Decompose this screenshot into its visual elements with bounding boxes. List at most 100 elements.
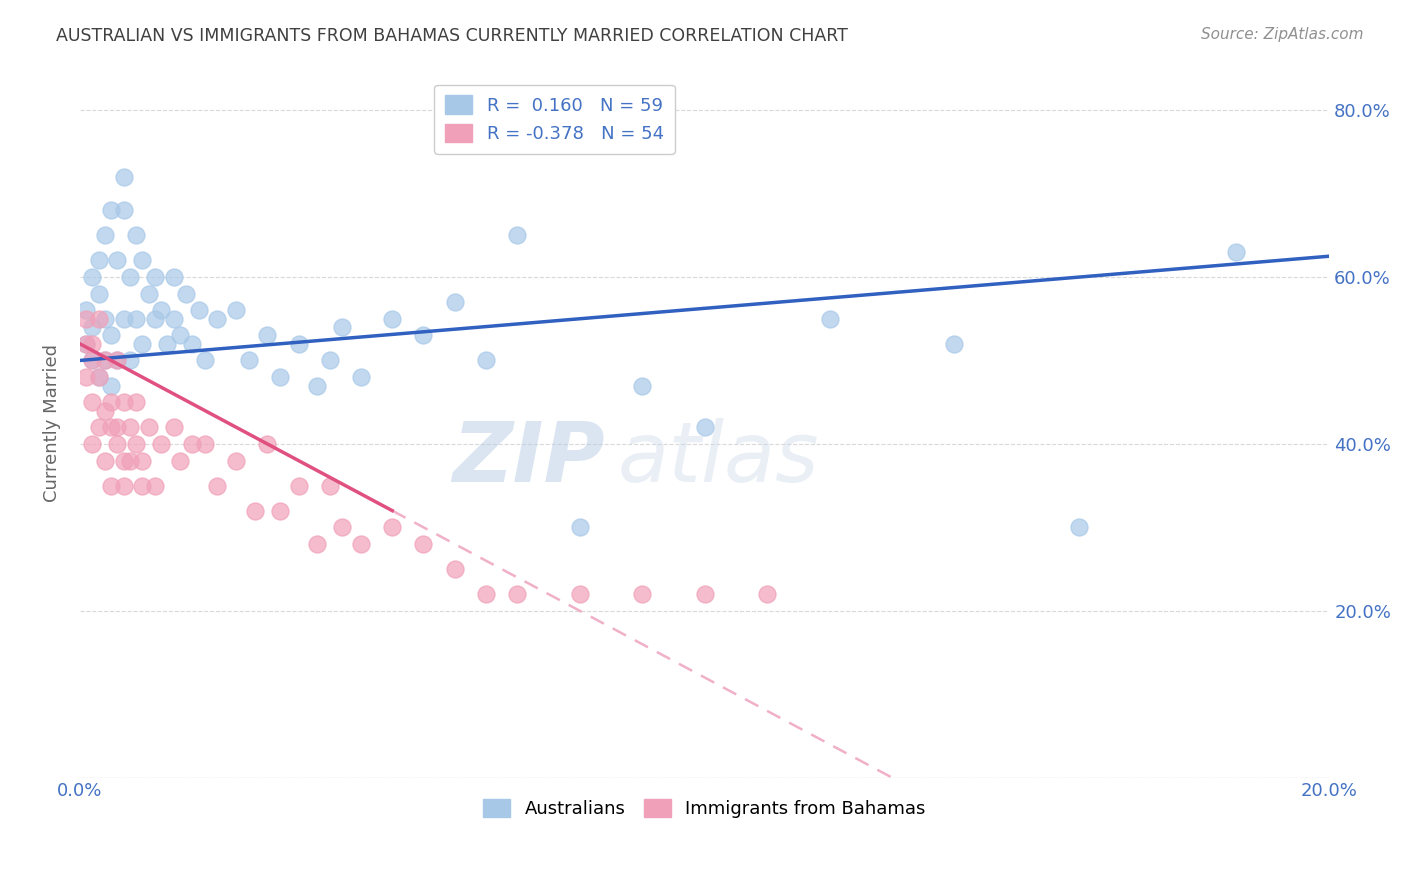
Point [87, 370, 110, 384]
Point [506, 228, 529, 243]
Point [187, 303, 209, 318]
Point [94, 453, 117, 467]
Point [82, 270, 104, 285]
Point [143, 311, 166, 326]
Point [131, 453, 153, 467]
Point [100, 478, 122, 492]
Point [1225, 245, 1247, 260]
Point [75, 303, 97, 318]
Point [181, 437, 204, 451]
Point [100, 203, 122, 218]
Y-axis label: Currently Married: Currently Married [44, 344, 60, 502]
Point [756, 587, 779, 601]
Point [138, 286, 160, 301]
Point [82, 353, 104, 368]
Point [100, 395, 122, 409]
Point [443, 562, 465, 576]
Point [1069, 520, 1091, 534]
Point [162, 270, 184, 285]
Point [94, 311, 117, 326]
Point [75, 336, 97, 351]
Point [94, 353, 117, 368]
Text: AUSTRALIAN VS IMMIGRANTS FROM BAHAMAS CURRENTLY MARRIED CORRELATION CHART: AUSTRALIAN VS IMMIGRANTS FROM BAHAMAS CU… [56, 27, 848, 45]
Point [194, 353, 217, 368]
Point [207, 478, 229, 492]
Point [100, 328, 122, 343]
Point [256, 328, 278, 343]
Point [269, 503, 291, 517]
Point [568, 520, 591, 534]
Point [82, 336, 104, 351]
Point [94, 228, 117, 243]
Point [162, 420, 184, 434]
Point [138, 420, 160, 434]
Point [82, 395, 104, 409]
Point [100, 378, 122, 392]
Point [381, 311, 404, 326]
Point [82, 437, 104, 451]
Point [143, 270, 166, 285]
Point [131, 253, 153, 268]
Point [118, 420, 141, 434]
Point [131, 478, 153, 492]
Point [87, 311, 110, 326]
Text: Source: ZipAtlas.com: Source: ZipAtlas.com [1201, 27, 1364, 42]
Point [225, 303, 247, 318]
Point [156, 336, 179, 351]
Point [125, 228, 148, 243]
Point [412, 328, 434, 343]
Point [330, 320, 353, 334]
Point [319, 353, 342, 368]
Point [174, 286, 197, 301]
Point [169, 328, 191, 343]
Point [75, 336, 97, 351]
Point [112, 453, 135, 467]
Point [818, 311, 841, 326]
Point [125, 395, 148, 409]
Point [475, 353, 498, 368]
Point [118, 453, 141, 467]
Point [105, 253, 128, 268]
Point [631, 378, 654, 392]
Point [105, 353, 128, 368]
Point [243, 503, 266, 517]
Point [693, 587, 716, 601]
Point [87, 370, 110, 384]
Point [131, 336, 153, 351]
Point [112, 203, 135, 218]
Point [256, 437, 278, 451]
Point [87, 286, 110, 301]
Text: atlas: atlas [617, 418, 818, 499]
Point [105, 420, 128, 434]
Point [150, 437, 173, 451]
Point [238, 353, 260, 368]
Point [150, 303, 173, 318]
Point [330, 520, 353, 534]
Point [506, 587, 529, 601]
Point [112, 478, 135, 492]
Point [87, 253, 110, 268]
Point [207, 311, 229, 326]
Point [75, 370, 97, 384]
Point [194, 437, 217, 451]
Point [94, 403, 117, 417]
Point [112, 311, 135, 326]
Point [125, 311, 148, 326]
Point [143, 478, 166, 492]
Point [112, 395, 135, 409]
Point [350, 370, 373, 384]
Point [169, 453, 191, 467]
Point [112, 169, 135, 184]
Point [75, 311, 97, 326]
Text: ZIP: ZIP [451, 418, 605, 499]
Point [105, 437, 128, 451]
Point [100, 420, 122, 434]
Point [125, 437, 148, 451]
Point [319, 478, 342, 492]
Point [87, 420, 110, 434]
Point [287, 478, 309, 492]
Point [287, 336, 309, 351]
Point [443, 295, 465, 310]
Point [105, 353, 128, 368]
Point [118, 270, 141, 285]
